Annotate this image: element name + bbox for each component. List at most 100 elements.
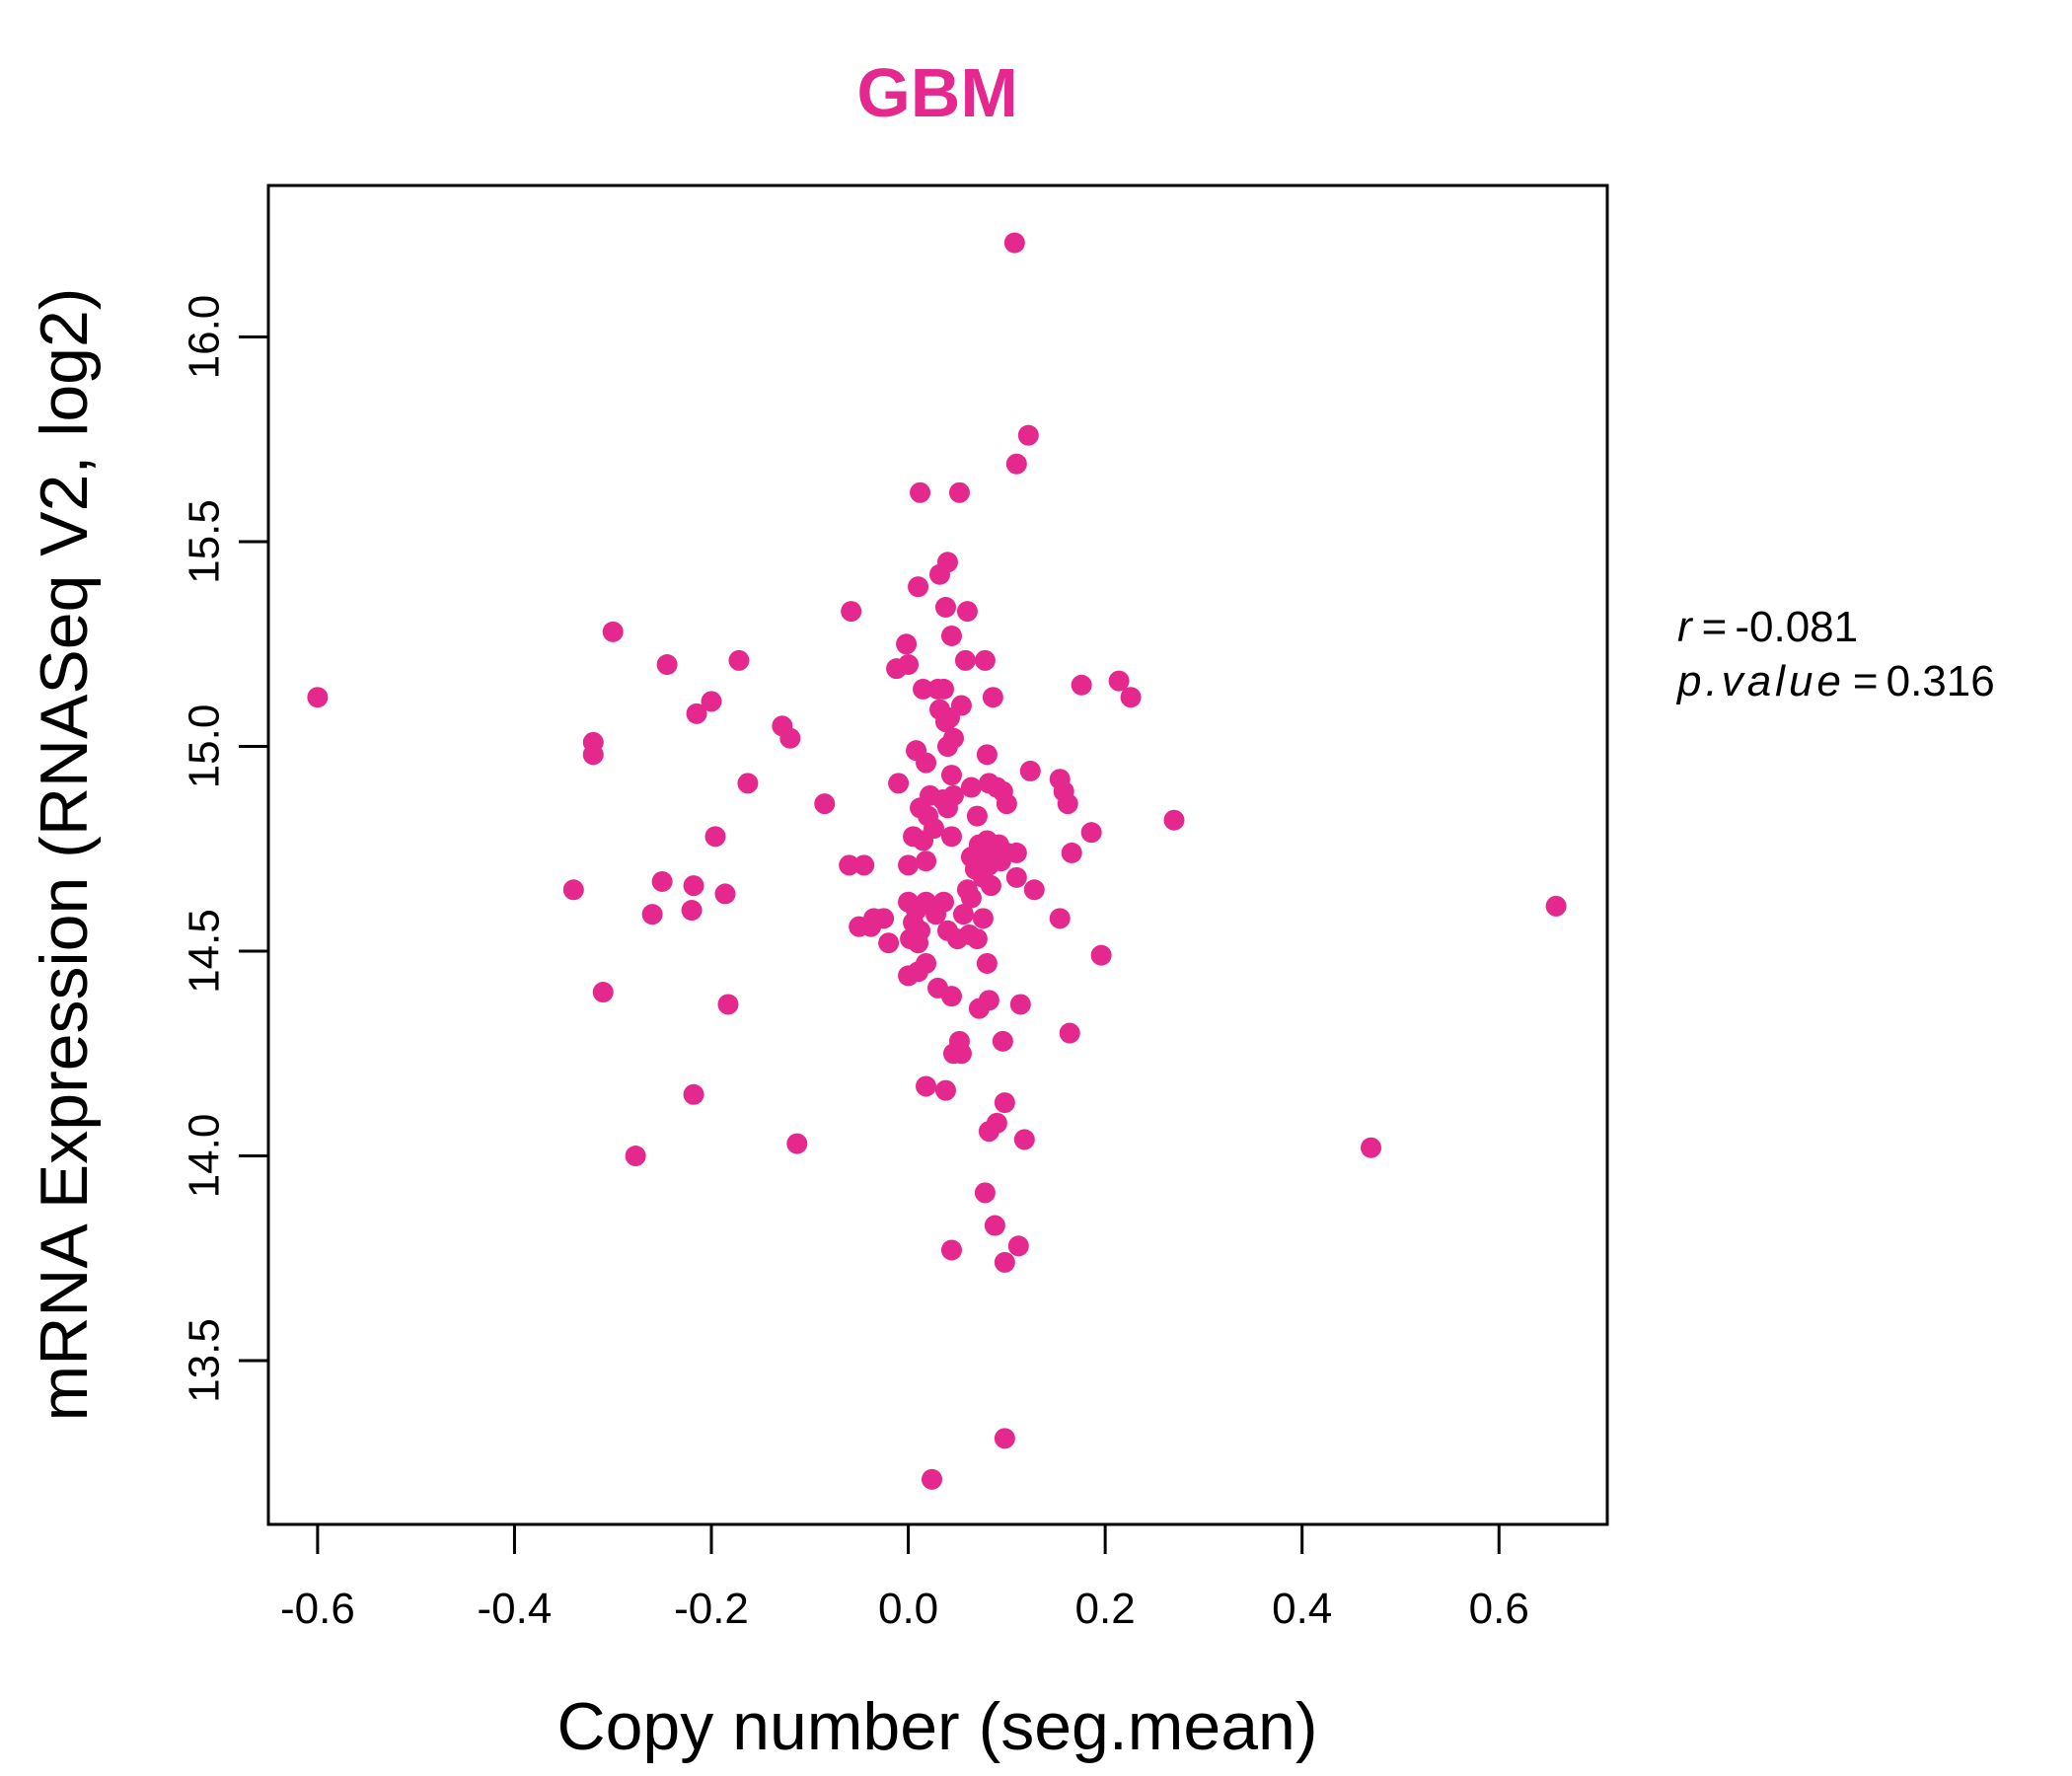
data-point: [1061, 842, 1082, 863]
data-point: [934, 1079, 956, 1101]
data-point: [1057, 793, 1078, 815]
data-point: [704, 826, 726, 848]
data-point: [625, 1146, 646, 1167]
y-tick-label: 15.5: [181, 499, 229, 584]
x-tick-label: 0.2: [1075, 1585, 1136, 1633]
data-point: [582, 744, 604, 766]
data-point: [925, 904, 947, 925]
data-point: [1017, 424, 1039, 446]
data-point: [683, 1083, 704, 1105]
p-label: p.value: [1675, 657, 1845, 705]
y-tick-label: 16.0: [181, 295, 229, 380]
data-point: [1009, 994, 1031, 1015]
data-point: [1019, 760, 1041, 781]
data-point: [1023, 879, 1045, 901]
data-point: [954, 649, 976, 671]
data-point: [841, 601, 862, 623]
data-point: [1071, 674, 1092, 696]
data-point: [916, 752, 937, 774]
data-point: [910, 481, 931, 503]
data-point: [980, 875, 1001, 897]
x-tick-label: 0.6: [1469, 1585, 1529, 1633]
r-label: r: [1677, 603, 1694, 651]
data-point: [990, 851, 1011, 872]
y-tick-label: 14.5: [181, 909, 229, 994]
data-point: [701, 691, 722, 712]
plot-frame: [266, 184, 1609, 1526]
data-point: [994, 1428, 1015, 1449]
x-tick-label: -0.6: [280, 1585, 355, 1633]
data-point: [940, 826, 962, 848]
y-axis-label: mRNA Expression (RNASeq V2, log2): [27, 288, 102, 1422]
data-points: [307, 232, 1567, 1490]
data-point: [932, 678, 954, 700]
data-point: [1005, 842, 1027, 863]
x-tick-label: 0.0: [878, 1585, 938, 1633]
data-point: [878, 932, 900, 954]
data-point: [562, 879, 584, 901]
data-point: [960, 887, 982, 909]
data-point: [814, 793, 836, 815]
p-value: 0.316: [1887, 657, 1995, 705]
data-point: [936, 736, 958, 758]
data-point: [994, 1092, 1015, 1114]
data-point: [924, 818, 945, 840]
x-axis-label: Copy number (seg.mean): [556, 1689, 1317, 1764]
data-point: [916, 952, 937, 974]
data-point: [996, 793, 1017, 815]
data-point: [908, 576, 929, 598]
data-point: [1049, 908, 1071, 929]
data-point: [948, 481, 970, 503]
data-point: [717, 994, 739, 1015]
data-point: [681, 900, 703, 922]
data-point: [978, 990, 999, 1011]
data-point: [1545, 895, 1567, 917]
x-tick-label: -0.2: [674, 1585, 749, 1633]
data-point: [940, 625, 962, 646]
data-point: [976, 952, 998, 974]
data-point: [950, 1043, 972, 1065]
data-point: [898, 854, 920, 876]
data-point: [860, 916, 882, 937]
data-point: [940, 1239, 962, 1261]
data-point: [839, 854, 860, 876]
data-point: [936, 797, 958, 819]
data-point: [1361, 1137, 1382, 1158]
data-point: [940, 765, 962, 786]
data-point: [888, 773, 910, 794]
data-point: [1120, 687, 1142, 708]
x-tick-label: 0.4: [1272, 1585, 1332, 1633]
data-point: [1163, 809, 1185, 831]
data-point: [1108, 670, 1130, 692]
data-point: [966, 805, 988, 827]
x-axis: -0.6 -0.4 -0.2 0.0 0.2 0.4 0.6: [280, 1522, 1529, 1633]
data-point: [976, 744, 998, 766]
data-point: [1059, 1022, 1080, 1044]
data-point: [896, 633, 918, 655]
data-point: [728, 649, 750, 671]
data-point: [641, 904, 663, 925]
data-point: [960, 777, 982, 798]
data-point: [898, 654, 920, 676]
data-point: [686, 703, 707, 724]
data-point: [651, 870, 673, 892]
data-point: [966, 928, 988, 950]
data-point: [1005, 866, 1027, 888]
data-point: [1080, 822, 1102, 844]
data-point: [994, 1251, 1015, 1273]
data-point: [982, 687, 1003, 708]
data-point: [972, 908, 994, 929]
data-point: [737, 773, 759, 794]
data-point: [913, 678, 934, 700]
data-point: [307, 687, 329, 708]
data-point: [922, 1468, 943, 1490]
data-point: [602, 621, 624, 642]
data-point: [1003, 232, 1025, 254]
data-point: [656, 654, 678, 676]
y-tick-label: 14.0: [181, 1114, 229, 1199]
chart-title: GBM: [856, 54, 1017, 131]
data-point: [1090, 944, 1112, 966]
data-point: [934, 596, 956, 618]
y-axis: 13.5 14.0 14.5 15.0 15.5 16.0: [181, 295, 270, 1403]
